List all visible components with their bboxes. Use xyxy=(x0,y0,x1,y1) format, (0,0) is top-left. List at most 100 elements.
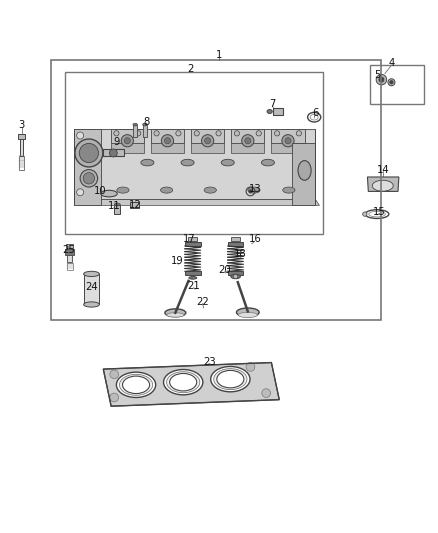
Circle shape xyxy=(246,362,255,372)
Text: 19: 19 xyxy=(171,256,184,266)
Bar xyxy=(228,271,244,275)
Bar xyxy=(231,237,240,241)
Ellipse shape xyxy=(267,110,272,114)
Ellipse shape xyxy=(211,367,250,392)
Circle shape xyxy=(77,132,84,139)
Polygon shape xyxy=(292,143,315,205)
Text: 8: 8 xyxy=(144,117,150,126)
Circle shape xyxy=(205,138,211,144)
Text: 1: 1 xyxy=(216,50,222,60)
Text: 24: 24 xyxy=(85,282,98,293)
Circle shape xyxy=(216,131,221,136)
Ellipse shape xyxy=(120,374,152,395)
Text: 11: 11 xyxy=(107,201,120,211)
Text: 5: 5 xyxy=(374,70,380,80)
Polygon shape xyxy=(111,129,144,143)
Circle shape xyxy=(242,135,254,147)
Text: 14: 14 xyxy=(376,165,389,175)
Circle shape xyxy=(110,370,119,379)
Ellipse shape xyxy=(84,271,99,277)
Text: 13: 13 xyxy=(249,184,261,194)
Circle shape xyxy=(376,75,387,85)
Circle shape xyxy=(136,131,141,136)
Polygon shape xyxy=(103,149,124,157)
Text: 7: 7 xyxy=(269,99,276,109)
Ellipse shape xyxy=(123,376,150,393)
Circle shape xyxy=(194,131,199,136)
Ellipse shape xyxy=(248,187,260,193)
Bar xyxy=(185,243,201,246)
Bar xyxy=(188,237,197,241)
Ellipse shape xyxy=(170,374,197,391)
Polygon shape xyxy=(231,129,265,143)
Bar xyxy=(65,249,74,255)
Circle shape xyxy=(296,131,301,136)
Polygon shape xyxy=(151,129,184,143)
Bar xyxy=(143,125,147,137)
Circle shape xyxy=(282,135,294,147)
Bar xyxy=(114,205,120,214)
Circle shape xyxy=(201,135,214,147)
Text: 25: 25 xyxy=(62,245,75,255)
Bar xyxy=(19,156,24,169)
Circle shape xyxy=(262,389,271,398)
Ellipse shape xyxy=(101,190,117,197)
Bar xyxy=(20,139,23,156)
Ellipse shape xyxy=(84,302,99,307)
Text: 12: 12 xyxy=(129,199,141,209)
Ellipse shape xyxy=(114,203,120,206)
Ellipse shape xyxy=(372,180,393,191)
Polygon shape xyxy=(272,143,304,153)
Circle shape xyxy=(124,138,131,144)
Ellipse shape xyxy=(298,160,311,180)
Circle shape xyxy=(390,80,393,84)
Ellipse shape xyxy=(231,274,240,279)
Polygon shape xyxy=(74,199,319,205)
Ellipse shape xyxy=(283,187,295,193)
Circle shape xyxy=(83,173,95,184)
Circle shape xyxy=(363,212,367,216)
Text: 4: 4 xyxy=(389,58,395,68)
Ellipse shape xyxy=(214,369,247,390)
Ellipse shape xyxy=(165,309,186,317)
Polygon shape xyxy=(191,129,224,143)
Ellipse shape xyxy=(221,159,234,166)
Circle shape xyxy=(79,143,99,163)
Bar xyxy=(67,263,73,270)
Polygon shape xyxy=(74,129,101,205)
Ellipse shape xyxy=(181,159,194,166)
Bar xyxy=(67,255,72,262)
Bar xyxy=(228,243,244,246)
Polygon shape xyxy=(103,362,279,406)
Circle shape xyxy=(256,131,261,136)
Ellipse shape xyxy=(204,187,216,193)
Text: 16: 16 xyxy=(248,235,261,245)
Circle shape xyxy=(164,138,170,144)
Bar xyxy=(84,274,99,304)
Polygon shape xyxy=(111,143,144,153)
Ellipse shape xyxy=(261,159,275,166)
Ellipse shape xyxy=(166,372,200,393)
Text: 18: 18 xyxy=(233,249,246,259)
Ellipse shape xyxy=(141,159,154,166)
Ellipse shape xyxy=(117,187,129,193)
Text: 22: 22 xyxy=(196,297,209,308)
Circle shape xyxy=(176,131,181,136)
Text: 6: 6 xyxy=(312,108,318,118)
Bar xyxy=(185,271,201,275)
Bar xyxy=(65,72,323,234)
Bar xyxy=(273,108,283,115)
Polygon shape xyxy=(191,143,224,153)
Ellipse shape xyxy=(238,312,258,318)
Bar xyxy=(130,203,139,207)
Bar xyxy=(66,244,73,248)
Text: 2: 2 xyxy=(187,64,194,74)
Ellipse shape xyxy=(133,123,138,126)
Ellipse shape xyxy=(237,308,259,317)
Bar xyxy=(18,134,25,139)
Ellipse shape xyxy=(189,277,197,279)
Text: 23: 23 xyxy=(203,357,215,367)
Circle shape xyxy=(77,189,84,196)
Text: 3: 3 xyxy=(18,119,25,130)
Ellipse shape xyxy=(117,372,155,398)
